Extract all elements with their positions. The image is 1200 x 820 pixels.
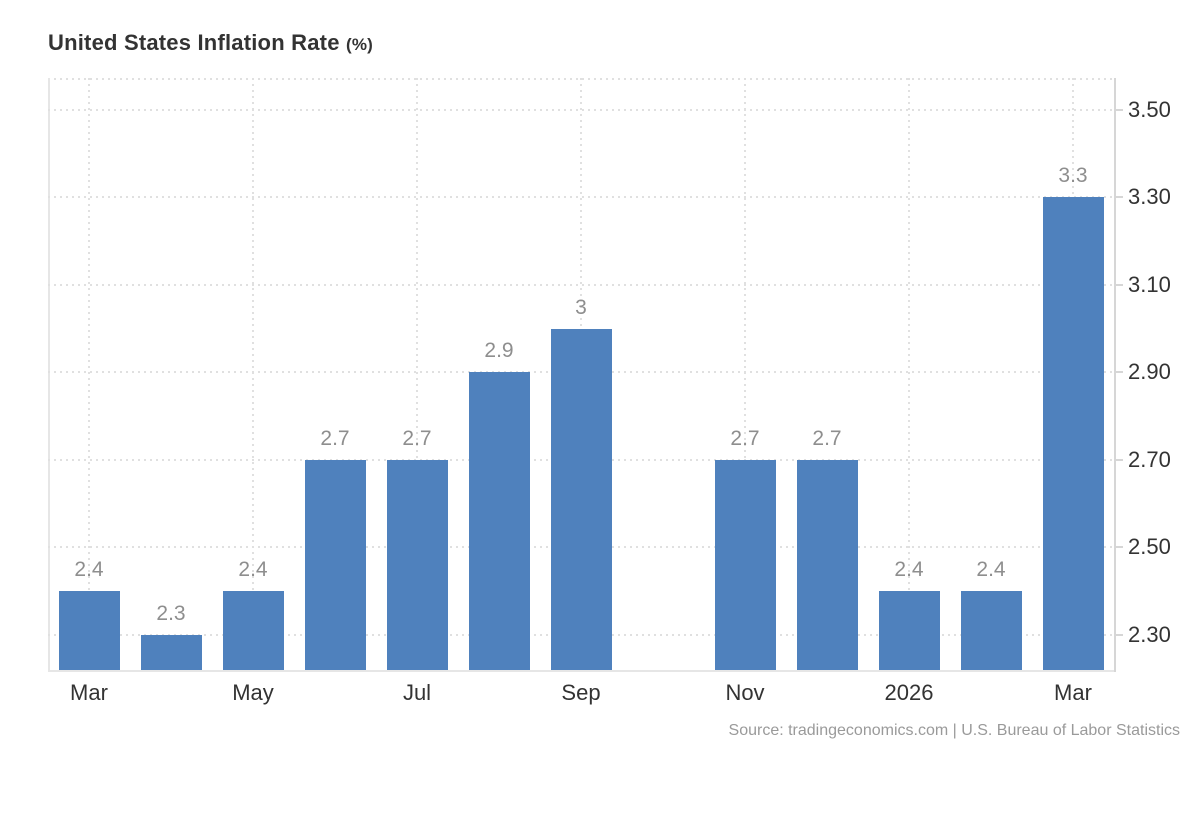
y-tick-label: 2.70	[1128, 446, 1171, 472]
bar[interactable]	[550, 328, 612, 670]
plot-left-border	[48, 78, 50, 670]
v-gridline	[416, 78, 418, 670]
chart-title: United States Inflation Rate (%)	[48, 30, 373, 56]
x-tick-label: May	[232, 680, 274, 705]
x-tick-label: Mar	[70, 680, 108, 705]
v-gridline	[908, 78, 910, 670]
chart-title-unit: (%)	[345, 35, 373, 54]
x-tick-label: 2026	[884, 680, 934, 705]
y-tick-label: 2.30	[1128, 621, 1171, 647]
bar-value-label: 2.7	[730, 426, 760, 450]
bar[interactable]	[796, 459, 858, 670]
bar-value-label: 2.4	[976, 558, 1006, 582]
y-tick-label: 3.50	[1128, 96, 1171, 122]
bar[interactable]	[714, 459, 776, 670]
bar-value-label: 2.7	[812, 426, 842, 450]
x-tick-label: Mar	[1054, 680, 1092, 705]
bar-value-label: 2.3	[156, 601, 186, 625]
bar-value-label: 3	[575, 295, 587, 319]
bar[interactable]	[878, 591, 940, 670]
bar[interactable]	[304, 459, 366, 670]
y-tick-mark	[1116, 633, 1123, 636]
y-tick-label: 3.10	[1128, 271, 1171, 297]
y-tick-mark	[1116, 371, 1123, 374]
bar[interactable]	[140, 634, 202, 670]
y-tick-mark	[1116, 108, 1123, 111]
bar-value-label: 2.4	[894, 558, 924, 582]
bar-value-label: 2.4	[238, 558, 268, 582]
bar-value-label: 2.7	[320, 426, 350, 450]
bar-value-label: 2.7	[402, 426, 432, 450]
source-attribution: Source: tradingeconomics.com | U.S. Bure…	[728, 722, 1180, 739]
bar-value-label: 2.9	[484, 339, 514, 363]
y-tick-mark	[1116, 283, 1123, 286]
bar[interactable]	[468, 372, 530, 670]
bar-value-label: 2.4	[74, 558, 104, 582]
v-gridline	[252, 78, 254, 670]
y-axis-line	[1114, 78, 1116, 672]
x-tick-label: Jul	[402, 680, 432, 705]
y-tick-label: 2.90	[1128, 359, 1171, 385]
bar[interactable]	[58, 591, 120, 670]
bar-value-label: 3.3	[1058, 164, 1088, 188]
y-tick-mark	[1116, 196, 1123, 199]
y-tick-label: 2.50	[1128, 534, 1171, 560]
x-tick-label: Nov	[725, 680, 765, 705]
x-axis-line	[48, 670, 1114, 672]
bar[interactable]	[1042, 197, 1104, 670]
y-tick-mark	[1116, 458, 1123, 461]
chart-title-text: United States Inflation Rate	[48, 30, 340, 55]
v-gridline	[88, 78, 90, 670]
plot-area: 2.4 2.3 2.4 2.7 2.7 2.9 3 2.7 2.7 2.4 2.4 3.3	[48, 78, 1116, 672]
x-tick-label: Sep	[561, 680, 601, 705]
y-tick-label: 3.30	[1128, 184, 1171, 210]
y-tick-mark	[1116, 546, 1123, 549]
bar[interactable]	[386, 459, 448, 670]
bar[interactable]	[960, 591, 1022, 670]
bar[interactable]	[222, 591, 284, 670]
v-gridline	[744, 78, 746, 670]
